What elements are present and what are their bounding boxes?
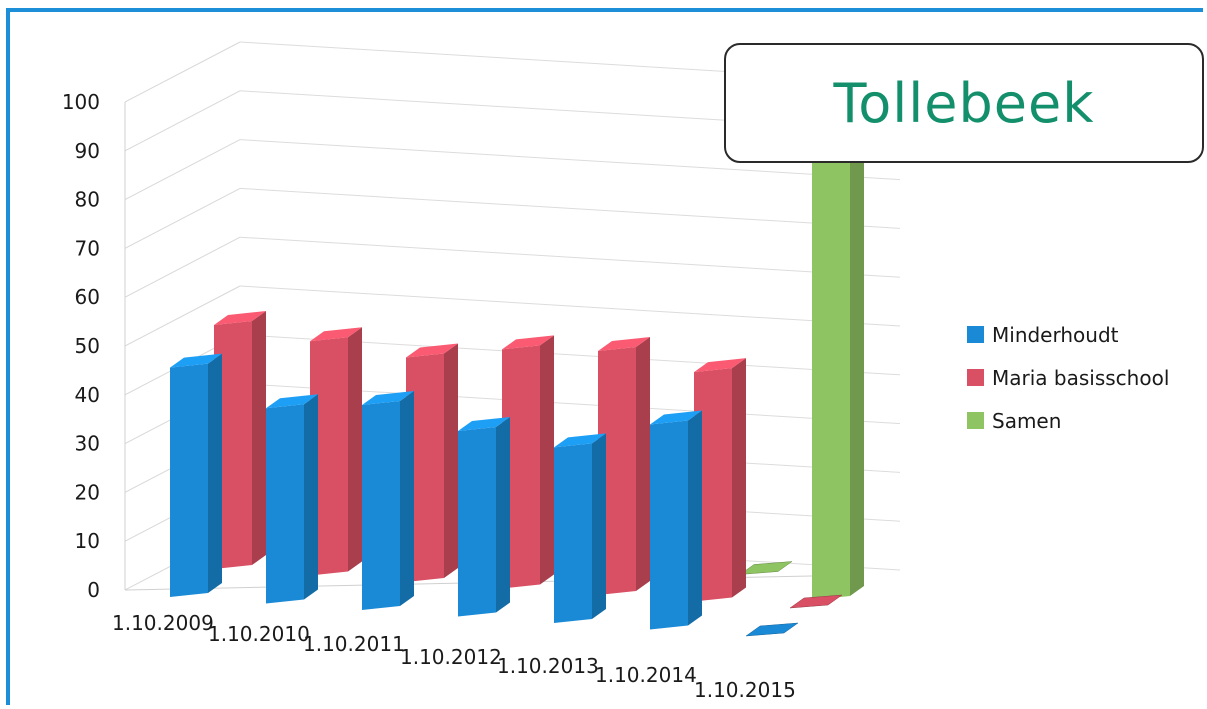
y-tick-label: 60 [75, 285, 100, 309]
bar-maria-basisschool-face [214, 321, 252, 569]
bar-minderhoudt-face [650, 420, 688, 630]
legend-swatch [967, 326, 984, 343]
bar-maria-basisschool-face [406, 353, 444, 582]
bar-maria-basisschool-face [636, 337, 650, 591]
legend-item: Maria basisschool [967, 356, 1169, 399]
bar-minderhoudt [362, 391, 414, 610]
y-tick-label: 30 [75, 432, 100, 456]
bar-minderhoudt-face [304, 394, 318, 600]
bar-maria-basisschool-face [502, 345, 540, 589]
bar-maria-basisschool-face [348, 327, 362, 572]
x-tick-label: 1.10.2010 [208, 622, 310, 646]
bar-maria-basisschool-face [598, 347, 636, 595]
bar-minderhoudt [170, 353, 222, 597]
bar-minderhoudt-face [266, 404, 304, 604]
legend-label: Minderhoudt [992, 322, 1119, 347]
bar-maria-basisschool-face [540, 335, 554, 585]
bar-minderhoudt-face [592, 433, 606, 619]
bar-maria-basisschool-face [598, 337, 650, 351]
y-tick-label: 90 [75, 139, 100, 163]
gridline [239, 187, 901, 229]
bar-minderhoudt-face [554, 443, 592, 623]
bar-minderhoudt-face [458, 427, 496, 617]
y-tick-label: 20 [75, 480, 100, 504]
bar-minderhoudt [745, 622, 799, 637]
bar-minderhoudt-face [496, 417, 510, 613]
bar-maria-basisschool-face [694, 368, 732, 602]
bar-samen-face [812, 147, 850, 601]
y-tick-label: 100 [62, 90, 100, 114]
bar-maria-basisschool-face [310, 337, 348, 576]
bar-maria-basisschool-face [444, 343, 458, 578]
x-tick-label: 1.10.2012 [400, 645, 502, 669]
bar-maria-basisschool [406, 343, 458, 582]
y-tick-label: 40 [75, 383, 100, 407]
bar-minderhoudt-face [170, 363, 208, 597]
gridline [239, 139, 901, 181]
bar-minderhoudt [458, 417, 510, 617]
gridline [239, 285, 901, 327]
bar-maria-basisschool [789, 594, 843, 609]
bar-minderhoudt [266, 394, 318, 604]
bar-maria-basisschool-face [732, 358, 746, 598]
legend-item: Minderhoudt [967, 313, 1169, 356]
bar-minderhoudt [554, 433, 606, 623]
gridline-depth [124, 236, 241, 298]
bar-maria-basisschool [598, 337, 650, 595]
bar-minderhoudt-face [688, 410, 702, 626]
y-tick-label: 50 [75, 334, 100, 358]
chart-legend: Minderhoudt Maria basisschool Samen [967, 313, 1169, 442]
x-tick-label: 1.10.2009 [112, 611, 214, 635]
bar-minderhoudt-face [208, 353, 222, 593]
bar-minderhoudt-face [362, 401, 400, 610]
gridline-depth [124, 41, 241, 103]
bar-minderhoudt-face [170, 353, 222, 368]
gridline-depth [124, 187, 241, 249]
y-tick-label: 70 [75, 236, 100, 260]
bar-minderhoudt-face [266, 394, 318, 409]
bar-minderhoudt-face [400, 391, 414, 606]
bar-minderhoudt [650, 410, 702, 630]
chart-title: Tollebeek [833, 71, 1095, 135]
bar-maria-basisschool-face [252, 311, 266, 565]
bar-samen-face [850, 137, 864, 597]
legend-swatch [967, 412, 984, 429]
bar-maria-basisschool [214, 311, 266, 569]
bar-maria-basisschool-face [694, 358, 746, 373]
bar-minderhoudt-face [458, 417, 510, 432]
y-tick-label: 0 [87, 578, 100, 602]
gridline [239, 236, 901, 278]
legend-swatch [967, 369, 984, 386]
legend-label: Maria basisschool [992, 365, 1170, 390]
bar-maria-basisschool-face [310, 327, 362, 342]
bar-samen [812, 137, 864, 601]
chart-title-box: Tollebeek [724, 43, 1204, 163]
x-tick-label: 1.10.2014 [595, 663, 697, 687]
bar-minderhoudt-face [554, 433, 606, 448]
bar-minderhoudt-face [362, 391, 414, 406]
gridline-depth [124, 90, 241, 152]
x-tick-label: 1.10.2011 [303, 632, 405, 656]
y-tick-label: 80 [75, 188, 100, 212]
legend-item: Samen [967, 399, 1169, 442]
bar-maria-basisschool [310, 327, 362, 576]
x-tick-label: 1.10.2015 [694, 678, 796, 702]
bar-maria-basisschool-face [406, 343, 458, 358]
bar-samen [739, 561, 793, 575]
bar-maria-basisschool-face [502, 335, 554, 350]
bar-maria-basisschool [694, 358, 746, 602]
bar-maria-basisschool-face [214, 311, 266, 325]
chart-frame [6, 8, 1203, 705]
x-tick-label: 1.10.2013 [497, 654, 599, 678]
legend-label: Samen [992, 408, 1062, 433]
y-tick-label: 10 [75, 529, 100, 553]
bar-minderhoudt-face [650, 410, 702, 425]
bar-maria-basisschool [502, 335, 554, 589]
gridline-depth [124, 285, 241, 347]
gridline-depth [124, 139, 241, 201]
